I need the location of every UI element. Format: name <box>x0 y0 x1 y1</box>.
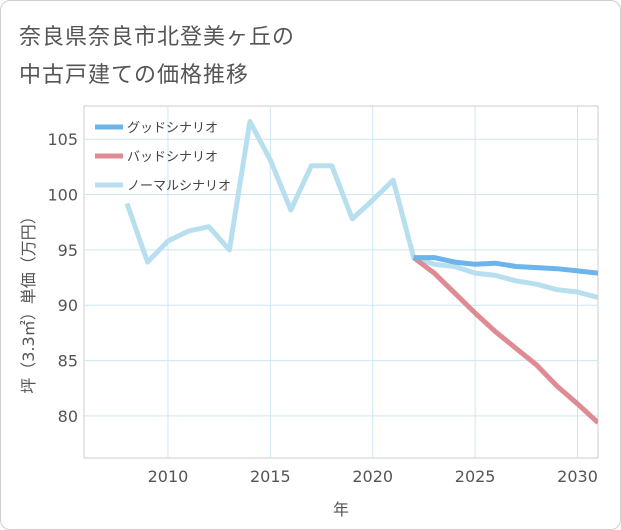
chart-title-line-1: 奈良県奈良市北登美ヶ丘の <box>19 25 296 50</box>
x-tick-label: 2020 <box>352 467 393 486</box>
x-tick-label: 2015 <box>250 467 291 486</box>
series-lines <box>124 119 598 425</box>
x-axis-label: 年 <box>333 500 349 519</box>
legend-label: ノーマルシナリオ <box>127 179 231 194</box>
chart-title-line-2: 中古戸建ての価格推移 <box>19 63 250 88</box>
y-tick-label: 105 <box>47 130 78 149</box>
y-tick-label: 85 <box>58 352 78 371</box>
series-line-2 <box>412 255 598 425</box>
legend-label: グッドシナリオ <box>127 121 218 136</box>
series-line-1 <box>413 255 598 276</box>
series-line-3 <box>124 119 598 300</box>
x-tick-label: 2025 <box>455 467 496 486</box>
y-axis-label: 坪（3.3㎡）単価（万円） <box>19 208 38 393</box>
y-tick-label: 95 <box>58 241 78 260</box>
tick-labels: 2010 2015 2020 2025 2030 80 85 90 95 100 105 <box>47 130 597 486</box>
y-tick-label: 100 <box>47 186 78 205</box>
x-tick-label: 2030 <box>557 467 598 486</box>
y-tick-label: 80 <box>58 407 78 426</box>
x-tick-label: 2010 <box>148 467 189 486</box>
grid-lines <box>84 106 598 458</box>
legend-label: バッドシナリオ <box>127 150 218 165</box>
y-tick-label: 90 <box>58 296 78 315</box>
